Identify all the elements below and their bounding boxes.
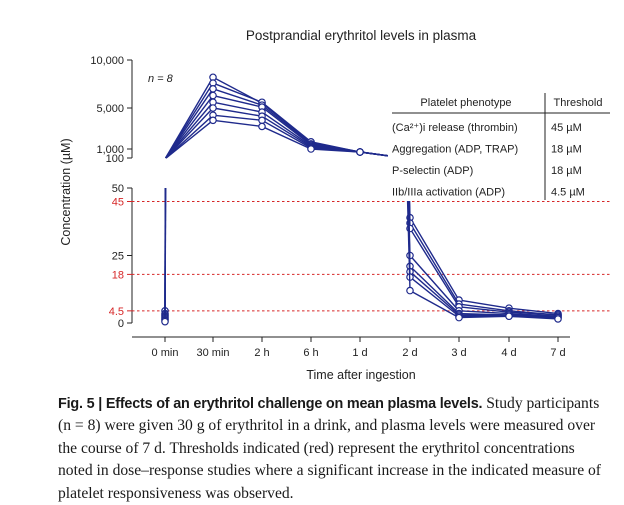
series-segment [262,116,311,147]
phenotype-table: Platelet phenotype Threshold (Ca²⁺)i relea… [388,88,610,201]
series-segment [262,112,311,146]
series-segment [262,102,311,142]
data-point [210,86,216,92]
table-cell-threshold: 18 µM [551,165,582,177]
n-annotation: n = 8 [148,73,174,85]
y-tick-label: 4.5 [109,306,124,318]
series-segment [166,108,213,158]
series-segment [410,218,459,300]
series-segment [262,107,311,145]
data-point [210,117,216,123]
series-segment [213,120,262,126]
figure-label: Fig. 5 [58,396,94,412]
series-segment [213,108,262,116]
data-point [506,313,512,319]
data-point [555,316,561,322]
table-cell-threshold: 4.5 µM [551,187,585,199]
x-tick-label: 1 d [352,347,367,359]
x-tick-label: 2 d [402,347,417,359]
data-point [162,318,168,324]
table-header-threshold: Threshold [554,97,603,109]
data-point [407,287,413,293]
y-tick-label: 0 [118,318,124,330]
y-tick-label: 10,000 [90,55,124,67]
data-point [210,105,216,111]
series-segment [165,188,166,322]
table-cell-phenotype: IIb/IIIa activation (ADP) [392,187,505,199]
data-point [259,117,265,123]
x-tick-label: 4 d [501,347,516,359]
x-tick-label: 30 min [196,347,229,359]
threshold-lines [132,202,610,311]
series-segment [262,103,311,143]
x-tick-label: 6 h [303,347,318,359]
y-tick-label: 50 [112,183,124,195]
y-tick-label: 25 [112,251,124,263]
y-tick-label: 5,000 [96,103,124,115]
data-point [357,149,363,155]
series-segment [213,115,262,120]
data-point [456,314,462,320]
y-tick-label: 1,000 [96,144,124,156]
data-point [259,123,265,129]
table-cell-phenotype: P-selectin (ADP) [392,165,473,177]
x-tick-label: 7 d [550,347,565,359]
data-point [308,146,314,152]
table-cell-phenotype: Aggregation (ADP, TRAP) [392,144,518,156]
x-tick-label: 0 min [152,347,179,359]
figure-caption: Fig. 5 | Effects of an erythritol challe… [58,393,606,505]
x-axis-label: Time after ingestion [306,368,415,382]
y-axis-label: Concentration (µM) [59,138,73,245]
y-tick-label: 18 [112,269,124,281]
table-cell-threshold: 18 µM [551,144,582,156]
erythritol-chart: Postprandial erythritol levels in plasma… [0,0,624,390]
x-tick-label: 3 d [451,347,466,359]
series-segment [213,83,262,102]
table-cell-phenotype: (Ca²⁺)i release (thrombin) [392,122,518,134]
series-segment [410,266,459,313]
x-tick-label: 2 h [254,347,269,359]
table-cell-threshold: 45 µM [551,122,582,134]
table-header-phenotype: Platelet phenotype [420,97,511,109]
chart-title: Postprandial erythritol levels in plasma [246,28,477,43]
caption-title: Effects of an erythritol challenge on me… [106,396,482,412]
y-tick-label: 45 [112,197,124,209]
series-segment [213,102,262,112]
data-point [210,92,216,98]
